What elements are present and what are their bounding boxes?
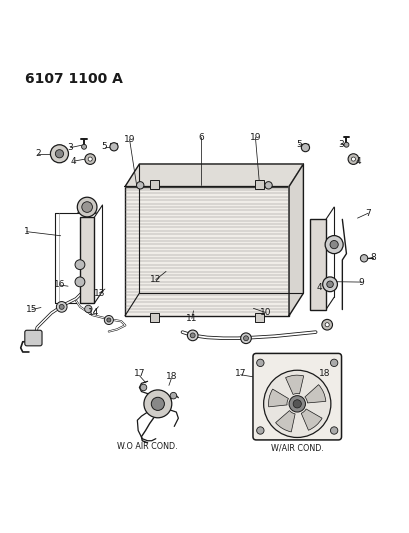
Circle shape — [82, 201, 92, 212]
Text: 18: 18 — [165, 372, 177, 381]
Bar — [254, 180, 264, 189]
Text: 9: 9 — [358, 278, 364, 287]
Circle shape — [104, 316, 113, 325]
Text: 16: 16 — [54, 280, 65, 289]
Circle shape — [330, 427, 337, 434]
Circle shape — [170, 392, 176, 399]
Bar — [80, 217, 94, 303]
Circle shape — [256, 359, 263, 367]
Text: W/AIR COND.: W/AIR COND. — [270, 443, 323, 452]
Circle shape — [263, 370, 330, 438]
Text: 6: 6 — [198, 133, 203, 142]
Polygon shape — [125, 164, 303, 187]
Bar — [149, 313, 159, 322]
Circle shape — [343, 142, 348, 147]
Circle shape — [330, 359, 337, 367]
Bar — [254, 313, 264, 322]
Circle shape — [75, 260, 85, 270]
Text: 18: 18 — [318, 369, 330, 377]
Text: 5: 5 — [101, 142, 107, 151]
Circle shape — [77, 197, 97, 217]
Circle shape — [324, 236, 342, 254]
Circle shape — [288, 395, 305, 412]
Circle shape — [50, 145, 68, 163]
Text: 15: 15 — [26, 305, 38, 314]
Circle shape — [329, 240, 337, 249]
Text: 4: 4 — [71, 157, 76, 166]
Circle shape — [75, 277, 85, 287]
Wedge shape — [268, 389, 288, 407]
Circle shape — [55, 150, 63, 158]
Wedge shape — [275, 410, 294, 432]
Text: 5: 5 — [295, 140, 301, 149]
Text: 3: 3 — [67, 143, 73, 152]
Text: 19: 19 — [249, 133, 261, 142]
Text: 10: 10 — [259, 308, 270, 317]
Bar — [309, 220, 325, 310]
Text: 17: 17 — [234, 369, 246, 377]
Circle shape — [322, 277, 337, 292]
Text: 17: 17 — [133, 369, 145, 378]
Circle shape — [81, 144, 86, 149]
Circle shape — [321, 319, 332, 330]
Circle shape — [136, 182, 144, 189]
Text: 7: 7 — [364, 209, 370, 217]
Circle shape — [292, 400, 301, 408]
Text: W.O AIR COND.: W.O AIR COND. — [117, 442, 178, 451]
Bar — [125, 187, 288, 316]
Circle shape — [106, 318, 110, 322]
Text: 1: 1 — [24, 227, 29, 236]
Circle shape — [240, 333, 251, 344]
FancyBboxPatch shape — [25, 330, 42, 346]
Circle shape — [85, 154, 95, 164]
Circle shape — [88, 157, 92, 161]
Circle shape — [256, 427, 263, 434]
Circle shape — [140, 384, 146, 391]
Circle shape — [347, 154, 358, 164]
Text: 12: 12 — [150, 275, 161, 284]
Text: 3: 3 — [337, 140, 343, 149]
Wedge shape — [304, 385, 325, 403]
Circle shape — [59, 304, 64, 309]
Circle shape — [110, 143, 118, 151]
Circle shape — [360, 255, 367, 262]
Circle shape — [351, 157, 355, 161]
Text: 2: 2 — [35, 149, 40, 158]
Circle shape — [85, 305, 92, 313]
Circle shape — [56, 302, 67, 312]
Circle shape — [144, 390, 171, 418]
Circle shape — [301, 143, 309, 152]
Text: 4: 4 — [355, 157, 361, 166]
Bar — [149, 180, 159, 189]
Text: 4: 4 — [316, 282, 322, 292]
Wedge shape — [301, 409, 321, 430]
Circle shape — [151, 397, 164, 410]
Polygon shape — [288, 164, 303, 316]
Text: 11: 11 — [186, 314, 197, 323]
Wedge shape — [285, 375, 303, 394]
FancyBboxPatch shape — [252, 353, 341, 440]
Circle shape — [190, 333, 195, 338]
Text: 13: 13 — [93, 289, 105, 297]
Text: 19: 19 — [124, 135, 135, 144]
Circle shape — [243, 336, 248, 341]
Circle shape — [326, 281, 333, 288]
Text: 8: 8 — [369, 253, 375, 262]
Circle shape — [324, 322, 328, 327]
Circle shape — [264, 182, 272, 189]
Circle shape — [187, 330, 198, 341]
Text: 6107 1100 A: 6107 1100 A — [25, 72, 122, 86]
Text: 14: 14 — [88, 308, 99, 317]
